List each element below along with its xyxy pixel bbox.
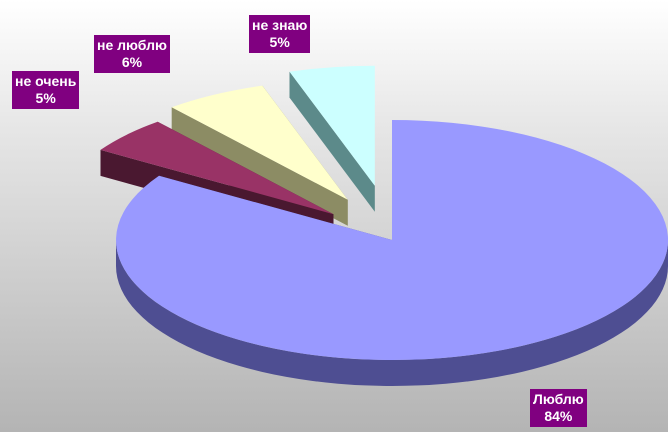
pie-slice-2 bbox=[171, 85, 348, 226]
pie-slice-1-top bbox=[100, 121, 334, 215]
label-lyublyu-name: Люблю bbox=[533, 391, 584, 407]
label-ne-znayu-name: не знаю bbox=[252, 17, 308, 33]
label-lyublyu-value: 84% bbox=[544, 408, 573, 424]
pie-slice-0-rim bbox=[116, 240, 668, 386]
pie-slice-2-wall-0 bbox=[171, 107, 348, 226]
pie-slice-3-wall-0 bbox=[289, 71, 375, 212]
label-ne-lyublyu: не люблю 6% bbox=[94, 35, 170, 73]
pie-slice-3 bbox=[289, 65, 375, 212]
label-ne-znayu-value: 5% bbox=[269, 34, 290, 50]
label-ne-ochen-value: 5% bbox=[35, 90, 56, 106]
pie-slice-0-top bbox=[116, 120, 668, 360]
label-ne-ochen-name: не очень bbox=[15, 73, 77, 89]
label-ne-ochen: не очень 5% bbox=[12, 71, 80, 109]
label-lyublyu: Люблю 84% bbox=[530, 389, 587, 427]
pie-slice-0 bbox=[116, 120, 668, 386]
label-ne-znayu: не знаю 5% bbox=[249, 15, 311, 53]
label-ne-lyublyu-name: не люблю bbox=[97, 37, 167, 53]
label-ne-lyublyu-value: 6% bbox=[121, 54, 143, 70]
pie-slice-2-top bbox=[171, 85, 348, 200]
pie-slice-3-top bbox=[289, 65, 375, 186]
